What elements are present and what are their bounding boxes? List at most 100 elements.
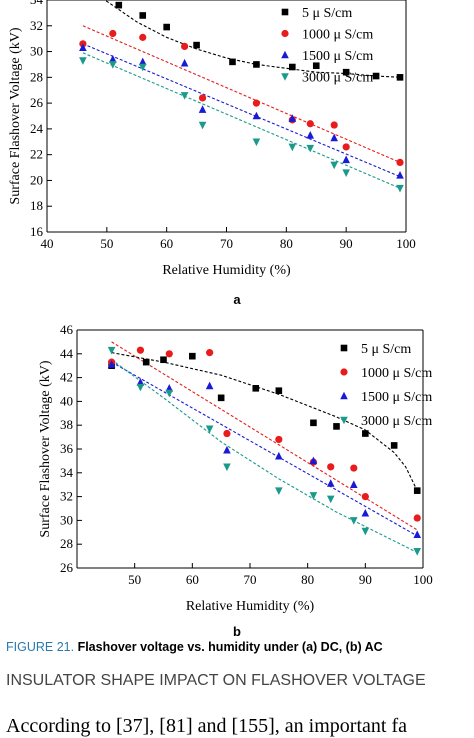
data-point-series-1: [223, 429, 231, 438]
data-point-series-3: [350, 517, 358, 525]
data-point-series-2: [275, 451, 283, 460]
x-tick-label: 90: [359, 572, 372, 587]
y-tick-label: 44: [60, 346, 74, 361]
data-point-series-2: [138, 57, 147, 66]
legend-label-2: 1500 μ S/cm: [361, 390, 432, 405]
data-point-series-3: [79, 57, 87, 65]
y-tick-label: 26: [30, 95, 44, 110]
data-point-series-3: [205, 425, 214, 434]
data-point-series-0: [139, 12, 147, 19]
y-tick-label: 40: [60, 393, 73, 408]
data-point-series-0: [252, 385, 260, 392]
y-tick-label: 24: [30, 121, 44, 136]
data-point-series-0: [142, 358, 150, 366]
data-point-series-3: [309, 492, 318, 500]
x-tick-label: 70: [220, 236, 233, 251]
data-point-series-3: [413, 548, 422, 556]
data-point-series-0: [189, 352, 196, 360]
fit-line-0: [111, 352, 418, 491]
legend-label-1: 1000 μ S/cm: [361, 366, 432, 381]
data-point-series-0: [193, 41, 200, 49]
data-point-series-1: [181, 42, 189, 51]
chart-panel-b: 26 28 30 32 34 36 38 40 42 44 46 50 60 70 80 90 100 Relat…: [38, 322, 433, 614]
data-point-series-2: [223, 445, 231, 454]
data-point-series-1: [139, 33, 147, 41]
y-tick-label: 28: [30, 69, 43, 84]
legend-marker-3: [281, 73, 289, 81]
data-point-series-0: [390, 442, 398, 449]
y-tick-label: 46: [60, 322, 74, 337]
data-point-series-3: [198, 121, 207, 130]
data-point-series-1: [342, 143, 350, 151]
data-point-series-2: [330, 133, 338, 142]
data-point-series-0: [312, 62, 320, 70]
y-tick-label: 34: [60, 465, 74, 480]
legend-label-3: 3000 μ S/cm: [302, 71, 373, 86]
data-point-series-1: [252, 99, 261, 107]
data-point-series-3: [306, 144, 315, 153]
x-tick-label: 90: [340, 236, 353, 251]
data-point-series-3: [180, 92, 189, 100]
data-point-series-1: [165, 350, 173, 358]
data-point-series-0: [229, 58, 236, 66]
data-point-series-2: [198, 105, 207, 113]
data-point-series-2: [107, 360, 116, 368]
data-point-series-2: [413, 530, 422, 538]
y-tick-label: 42: [60, 370, 73, 385]
y-tick-label: 38: [60, 417, 73, 432]
data-point-series-3: [342, 169, 350, 178]
x-tick-label: 100: [413, 572, 433, 587]
figure-caption: FIGURE 21. Flashover voltage vs. humidit…: [6, 640, 474, 654]
fit-line-2: [111, 361, 418, 537]
x-tick-label: 80: [301, 572, 314, 587]
data-point-series-2: [252, 111, 261, 120]
legend-marker-0: [340, 344, 348, 352]
data-point-series-3: [288, 143, 297, 152]
y-axis-label: Surface Flashover Voltage (kV): [8, 27, 23, 204]
legend-label-0: 5 μ S/cm: [302, 6, 352, 21]
data-point-series-3: [275, 487, 283, 495]
data-point-series-0: [163, 23, 170, 31]
data-point-series-2: [342, 155, 350, 164]
plot-area: [107, 341, 422, 556]
section-heading: INSULATOR SHAPE IMPACT ON FLASHOVER VOLT…: [6, 672, 426, 689]
x-tick-label: 50: [100, 236, 113, 251]
data-point-series-1: [327, 463, 335, 471]
data-point-series-1: [206, 349, 214, 357]
data-point-series-0: [253, 61, 260, 68]
data-point-series-0: [333, 423, 340, 430]
data-point-series-2: [309, 456, 318, 465]
data-point-series-3: [109, 61, 117, 69]
data-point-series-0: [372, 72, 380, 80]
y-tick-label: 36: [60, 441, 74, 456]
y-tick-label: 16: [30, 224, 44, 239]
data-point-series-1: [198, 94, 207, 102]
data-point-series-0: [217, 394, 225, 402]
panel-label-a: a: [233, 292, 241, 307]
legend-label-1: 1000 μ S/cm: [302, 28, 373, 43]
y-tick-label: 32: [30, 18, 43, 33]
y-tick-label: 26: [60, 560, 74, 575]
data-point-series-3: [330, 161, 338, 170]
data-point-series-1: [306, 120, 314, 128]
figure-caption-text: Flashover voltage vs. humidity under (a)…: [77, 640, 383, 654]
legend-label-3: 3000 μ S/cm: [361, 414, 432, 429]
data-point-series-0: [413, 487, 421, 494]
data-point-series-2: [288, 114, 297, 122]
data-point-series-2: [180, 58, 189, 67]
y-axis-label: Surface Flashover Voltage (kV): [38, 360, 53, 537]
y-tick-label: 20: [30, 172, 43, 187]
fit-line-1: [82, 25, 401, 163]
legend-marker-2: [340, 391, 348, 400]
data-point-series-1: [330, 121, 338, 129]
data-point-series-0: [362, 430, 369, 437]
legend-marker-1: [281, 29, 289, 38]
y-tick-label: 30: [60, 512, 73, 527]
data-point-series-2: [165, 384, 174, 392]
x-tick-label: 100: [396, 236, 416, 251]
fit-line-3: [82, 52, 401, 189]
data-point-series-3: [361, 527, 370, 536]
chart-panel-a: 16 18 20 22 24 26 28 30 32 34 40 50 60 70 80 90 100 Relat…: [8, 0, 416, 278]
legend-marker-3: [340, 416, 348, 425]
y-tick-label: 22: [30, 147, 43, 162]
